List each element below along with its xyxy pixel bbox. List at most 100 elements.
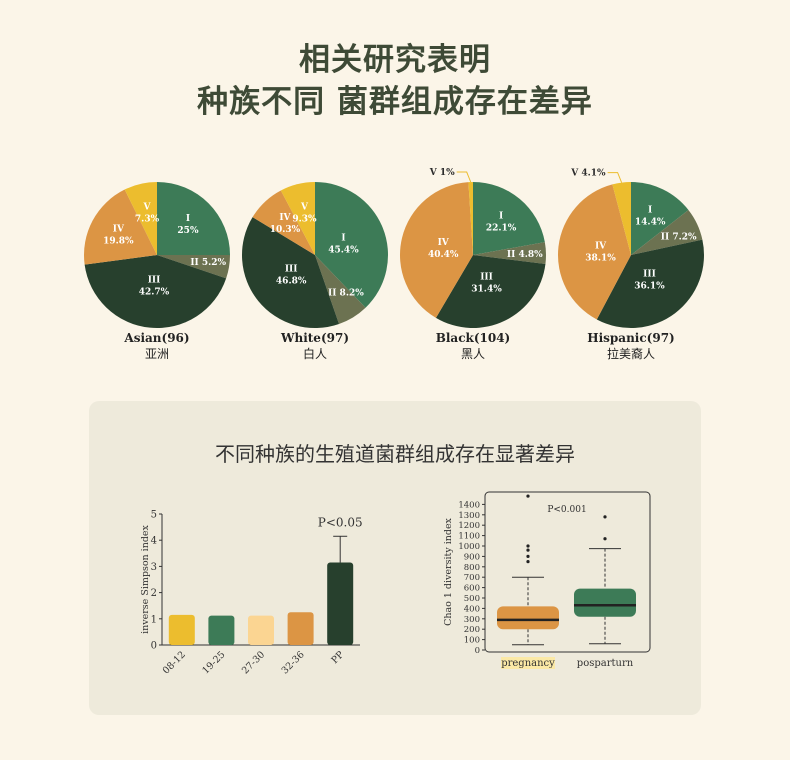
pie-label: IV [113,224,125,234]
plot-frame [484,491,651,653]
y-tick-label: 1000 [458,542,480,552]
pie-label: V [143,202,152,212]
pie-label: II 8.2% [328,288,364,298]
pie-slice-i [473,182,545,255]
pie-value-label: 36.1% [634,281,665,291]
pie-group-name: White(97) [280,331,349,345]
pie-slice-v [280,182,315,255]
pie-label: I [499,211,503,221]
pie-group-subtitle: 拉美裔人 [607,346,655,361]
y-tick-label: 1 [151,614,157,625]
pie-group-subtitle: 亚洲 [145,347,169,361]
pie-value-label: 9.3% [292,214,317,224]
pie-label: IV [595,241,607,251]
y-axis-label: Chao 1 diversity index [443,517,454,625]
y-tick-label: 500 [464,594,480,604]
pie-slice-iv [557,184,631,320]
pie-value-label: 42.7% [139,288,170,298]
pie-label: II 7.2% [661,232,697,242]
y-tick-label: 1100 [458,532,480,542]
pie-outside-label: V 4.1% [570,169,606,179]
pie-value-label: 31.4% [471,285,502,295]
pie-label: III [285,264,298,274]
bar [248,615,274,645]
pie-group-subtitle: 黑人 [461,347,485,361]
y-tick-label: 1400 [458,500,480,510]
pie-slice-v [124,182,157,255]
pie-value-label: 38.1% [585,253,616,263]
pie-slice-ii [157,255,231,279]
box [497,606,559,630]
pie-value-label: 7.3% [135,214,160,224]
bar [287,612,314,645]
outlier-point [526,494,530,498]
bar [327,562,354,645]
pie-value-label: 14.4% [635,218,666,228]
page-title-line-1: 相关研究表明 [299,42,491,78]
y-tick-label: 200 [464,625,480,635]
pie-label: IV [438,238,450,248]
pie-group-name: Hispanic(97) [587,331,674,345]
y-tick-label: 1300 [458,511,480,521]
pie-slice-iii [241,217,340,329]
pie-slice-v [468,181,473,255]
pie-label: III [480,273,493,283]
bar [208,615,235,645]
pie-slice-i [631,182,689,255]
x-tick-label: pregnancy [501,658,555,669]
significance-annotation: P<0.001 [547,505,586,515]
y-tick-label: 2 [151,588,157,599]
pie-charts: I25%II 5.2%III42.7%IV19.8%V7.3%Asian(96)… [83,168,704,361]
pie-value-label: 45.4% [328,246,359,256]
pie-value-label: 22.1% [486,223,517,233]
x-tick-label: PP [329,649,346,666]
stats-panel [89,401,701,715]
x-tick-label: 32-36 [280,649,307,676]
page-title-line-2: 种族不同 菌群组成存在差异 [197,84,593,120]
y-tick-label: 300 [464,615,480,625]
outlier-point [526,560,530,564]
y-tick-label: 400 [464,604,480,614]
y-tick-label: 3 [151,562,157,573]
x-tick-label: 08-12 [161,649,188,676]
box [574,588,636,617]
panel-title: 不同种族的生殖道菌群组成存在显著差异 [215,442,575,466]
y-tick-label: 4 [151,536,157,547]
bar [168,614,195,645]
pie-group-subtitle: 白人 [303,346,327,361]
y-tick-label: 800 [464,563,480,573]
pie-label: V [300,202,309,212]
pie-slice-i [315,182,389,308]
pie-value-label: 25% [177,226,199,236]
category-highlight [501,657,555,669]
pie-slice-ii [631,209,703,255]
pie-outside-label: V 1% [429,168,455,178]
outlier-point [526,554,530,558]
outlier-point [603,537,607,541]
pie-label: II 4.8% [507,250,543,260]
pie-label: II 5.2% [190,258,226,268]
outlier-point [526,548,530,552]
pie-slice-v [612,182,631,255]
pie-slice-iv [83,189,157,265]
pie-label: I [186,214,190,224]
pie-value-label: 10.3% [270,225,301,235]
pie-label: III [643,269,656,279]
pie-slice-ii [315,255,366,324]
pie-label: I [648,206,652,216]
significance-annotation: P<0.05 [318,515,363,529]
y-tick-label: 700 [464,573,480,583]
chao1-box-plot: 0100200300400500600700800900100011001200… [443,491,651,669]
pie-group-name: Black(104) [436,331,511,345]
y-tick-label: 1200 [458,521,480,531]
y-tick-label: 900 [464,552,480,562]
x-tick-label: 27-30 [240,649,267,676]
y-tick-label: 0 [475,646,480,656]
pie-slice-iv [399,182,473,318]
pie-label: I [341,234,345,244]
outlier-point [603,515,607,519]
pie-value-label: 40.4% [428,250,459,260]
pie-value-label: 19.8% [103,236,134,246]
pie-slice-iv [252,190,315,255]
